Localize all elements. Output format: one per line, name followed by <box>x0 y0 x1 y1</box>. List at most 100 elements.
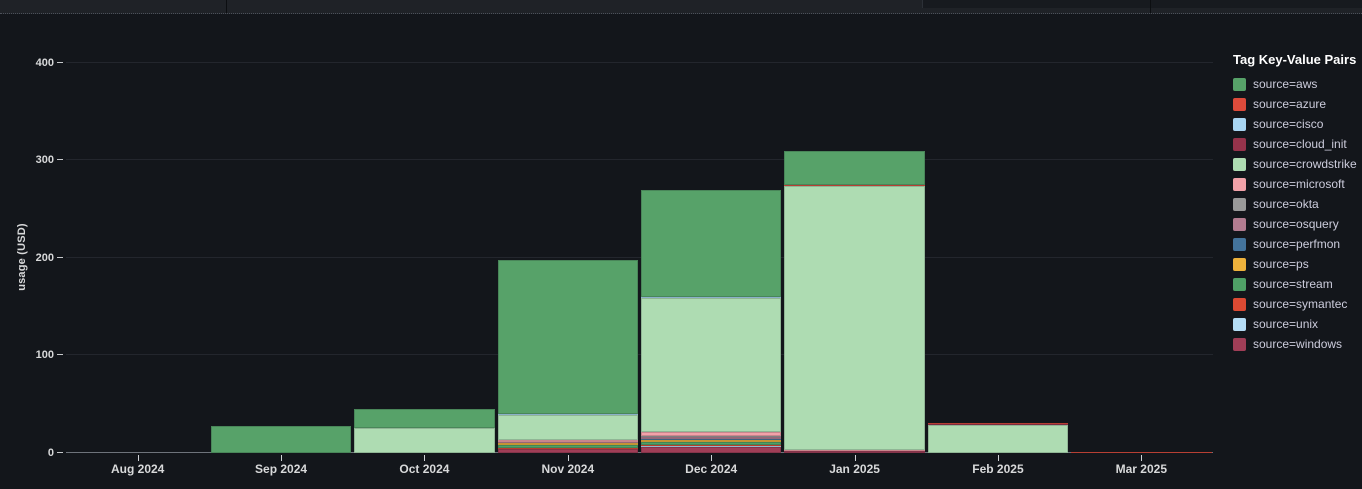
legend-swatch-windows <box>1233 337 1246 351</box>
bar-segment-microsoft[interactable] <box>641 432 782 436</box>
y-tick-mark <box>57 256 63 258</box>
legend-swatch-symantec <box>1233 297 1246 311</box>
bar-segment-aws[interactable] <box>784 151 925 186</box>
legend-item-windows[interactable]: source=windows <box>1233 334 1361 354</box>
legend-swatch-stream <box>1233 277 1246 291</box>
x-tick-label: Oct 2024 <box>399 462 450 476</box>
bar-segment-cloud_init[interactable] <box>641 297 782 299</box>
legend-swatch-ps <box>1233 257 1246 271</box>
bar-segment-symantec[interactable] <box>641 445 782 447</box>
legend-item-perfmon[interactable]: source=perfmon <box>1233 234 1361 254</box>
bar-segment-unix[interactable] <box>641 446 782 448</box>
bar-jan-2025 <box>784 151 925 453</box>
plot-area: 0 100 200 300 400 Aug 2024 Sep 2024 Oct 2024 Nov… <box>36 57 1213 476</box>
legend-item-ps[interactable]: source=ps <box>1233 254 1361 274</box>
bar-segment-ps[interactable] <box>641 439 782 442</box>
bar-segment-aws[interactable] <box>641 190 782 297</box>
y-tick-mark <box>57 354 63 356</box>
x-tick-mark <box>1141 455 1143 461</box>
legend-swatch-azure <box>1233 97 1246 111</box>
bar-segment-windows[interactable] <box>641 447 782 453</box>
legend-item-osquery[interactable]: source=osquery <box>1233 214 1361 234</box>
bar-nov-2024 <box>497 259 638 453</box>
x-tick-label: Dec 2024 <box>685 462 738 476</box>
bar-segment-windows[interactable] <box>497 449 638 453</box>
legend-item-cisco[interactable]: source=cisco <box>1233 114 1361 134</box>
legend-label: source=cisco <box>1253 117 1324 131</box>
gridline-y-400 <box>66 61 1213 63</box>
bar-segment-aws[interactable] <box>497 259 638 414</box>
legend-swatch-okta <box>1233 197 1246 211</box>
x-tick-label: Mar 2025 <box>1115 462 1167 476</box>
bar-oct-2024 <box>354 409 495 453</box>
bar-segment-aws[interactable] <box>210 426 352 453</box>
legend-item-okta[interactable]: source=okta <box>1233 194 1361 214</box>
bar-segment-osquery[interactable] <box>641 437 782 439</box>
cropped-table-strip <box>0 0 1362 14</box>
legend-item-symantec[interactable]: source=symantec <box>1233 294 1361 314</box>
legend-label: source=crowdstrike <box>1253 157 1357 171</box>
bar-segment-stream[interactable] <box>497 445 638 448</box>
bar-segment-osquery[interactable] <box>497 442 638 443</box>
bar-segment-azure[interactable] <box>641 296 782 298</box>
x-tick-label: Sep 2024 <box>255 462 308 476</box>
bar-segment-azure[interactable] <box>1071 451 1212 453</box>
x-tick-mark <box>281 455 283 461</box>
legend-swatch-osquery <box>1233 217 1246 231</box>
legend-label: source=perfmon <box>1253 237 1341 251</box>
legend-label: source=azure <box>1253 97 1327 111</box>
legend-item-azure[interactable]: source=azure <box>1233 94 1361 114</box>
strip-column-divider <box>226 0 227 13</box>
x-tick-mark <box>137 455 139 461</box>
legend-item-cloud_init[interactable]: source=cloud_init <box>1233 134 1361 154</box>
x-tick-mark <box>567 455 569 461</box>
bar-sep-2024 <box>210 426 352 453</box>
legend-swatch-microsoft <box>1233 177 1246 191</box>
x-tick-mark <box>854 455 856 461</box>
bar-segment-crowdstrike[interactable] <box>497 415 638 441</box>
legend-item-unix[interactable]: source=unix <box>1233 314 1361 334</box>
bar-segment-crowdstrike[interactable] <box>927 424 1069 453</box>
bar-segment-symantec[interactable] <box>497 447 638 449</box>
legend-swatch-crowdstrike <box>1233 157 1246 171</box>
x-tick-mark <box>997 455 999 461</box>
legend-swatch-unix <box>1233 317 1246 331</box>
strip-right-block <box>922 0 1362 8</box>
bar-segment-microsoft[interactable] <box>497 440 638 442</box>
bar-segment-crowdstrike[interactable] <box>354 428 495 453</box>
bar-segment-microsoft[interactable] <box>784 449 925 451</box>
bar-segment-perfmon[interactable] <box>641 438 782 440</box>
bar-segment-ps[interactable] <box>497 443 638 446</box>
legend-swatch-perfmon <box>1233 237 1246 251</box>
legend-label: source=stream <box>1253 277 1333 291</box>
legend-label: source=symantec <box>1253 297 1348 311</box>
y-tick-label: 200 <box>35 251 54 264</box>
y-tick-label: 400 <box>35 56 54 69</box>
legend-label: source=microsoft <box>1253 177 1345 191</box>
legend-swatch-cisco <box>1233 117 1246 131</box>
bar-segment-windows[interactable] <box>784 451 925 453</box>
legend-item-stream[interactable]: source=stream <box>1233 274 1361 294</box>
legend-label: source=osquery <box>1253 217 1339 231</box>
bar-feb-2025 <box>927 423 1069 453</box>
x-tick-label: Feb 2025 <box>972 462 1024 476</box>
bar-segment-azure[interactable] <box>927 423 1069 425</box>
y-tick-mark <box>57 159 63 161</box>
x-tick-mark <box>711 455 713 461</box>
legend-item-aws[interactable]: source=aws <box>1233 74 1361 94</box>
x-tick-label: Aug 2024 <box>111 462 165 476</box>
legend-item-microsoft[interactable]: source=microsoft <box>1233 174 1361 194</box>
gridline-y-0 <box>66 452 1213 453</box>
legend-label: source=aws <box>1253 77 1318 91</box>
gridline-y-200 <box>66 256 1213 258</box>
y-tick-label: 100 <box>35 349 54 362</box>
legend-label: source=okta <box>1253 197 1319 211</box>
legend-item-crowdstrike[interactable]: source=crowdstrike <box>1233 154 1361 174</box>
bar-segment-crowdstrike[interactable] <box>641 298 782 433</box>
bar-segment-okta[interactable] <box>641 436 782 438</box>
bar-segment-stream[interactable] <box>641 441 782 446</box>
bar-segment-aws[interactable] <box>354 409 495 429</box>
bar-dec-2024 <box>641 190 782 453</box>
bar-segment-crowdstrike[interactable] <box>784 186 925 450</box>
